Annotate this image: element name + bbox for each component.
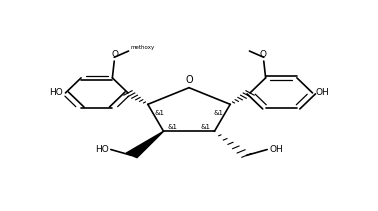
Text: methoxy: methoxy <box>130 45 155 50</box>
Text: &1: &1 <box>214 110 223 116</box>
Text: &1: &1 <box>155 110 164 116</box>
Text: &1: &1 <box>201 124 211 130</box>
Text: &1: &1 <box>167 124 177 130</box>
Text: O: O <box>185 75 193 85</box>
Text: HO: HO <box>95 145 108 154</box>
Text: OH: OH <box>316 88 329 97</box>
Text: O: O <box>112 50 118 60</box>
Text: O: O <box>260 50 266 60</box>
Text: OH: OH <box>270 145 283 154</box>
Polygon shape <box>126 131 164 158</box>
Text: HO: HO <box>49 88 62 97</box>
